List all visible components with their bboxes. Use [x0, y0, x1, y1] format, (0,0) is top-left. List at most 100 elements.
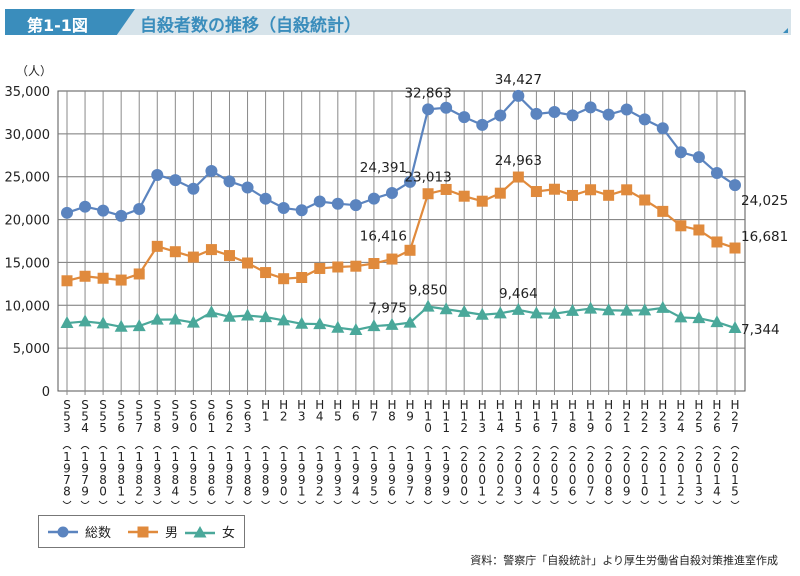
point-female: [259, 310, 273, 323]
point-female: [222, 309, 236, 322]
point-female: [204, 305, 218, 318]
point-total: [422, 103, 435, 116]
x-tick-era-char: 3: [478, 421, 486, 435]
data-label-female: 7,344: [741, 322, 780, 338]
point-female: [529, 306, 543, 319]
x-tick-paren-open: [152, 446, 162, 450]
x-tick-year-char: 1: [478, 485, 486, 499]
x-tick-paren-open: [459, 446, 469, 450]
x-tick-year-char: 2: [316, 485, 324, 499]
x-tick-era-char: 2: [641, 410, 649, 424]
x-tick-year-char: 2: [496, 485, 504, 499]
point-female: [349, 322, 363, 335]
x-tick-era-char: 2: [641, 421, 649, 435]
x-tick-paren-close: [243, 500, 252, 504]
x-tick-paren-open: [279, 446, 289, 450]
x-tick-year-char: 9: [208, 462, 216, 476]
point-total: [241, 181, 254, 194]
x-tick-year-char: 1: [641, 473, 649, 487]
x-tick-era-char: 2: [623, 410, 631, 424]
x-tick-year-char: 0: [569, 462, 577, 476]
point-female: [241, 308, 255, 321]
x-tick-paren-open: [604, 446, 614, 450]
point-total: [385, 186, 398, 199]
x-tick-paren-close: [351, 500, 361, 504]
x-tick-year-char: 2: [551, 450, 559, 464]
x-tick-year-char: 9: [153, 462, 161, 476]
point-female: [114, 319, 128, 332]
x-tick-era-char: 7: [551, 421, 559, 435]
x-tick-paren-close: [532, 500, 541, 504]
x-tick-year-char: 1: [280, 450, 288, 464]
x-tick-year-char: 8: [190, 473, 198, 487]
point-female: [674, 310, 688, 323]
x-tick-era-char: H: [315, 398, 324, 412]
x-tick-era-char: S: [63, 398, 71, 412]
x-tick-year-char: 9: [370, 473, 378, 487]
x-tick-year-char: 9: [262, 462, 270, 476]
x-tick-year-char: 9: [280, 462, 288, 476]
point-female: [385, 317, 399, 330]
x-tick-era-char: S: [135, 398, 143, 412]
x-tick-era-char: H: [604, 398, 613, 412]
x-tick-paren-open: [134, 446, 144, 450]
y-tick-label: 15,000: [5, 256, 51, 271]
x-tick-era-char: 5: [117, 410, 125, 424]
point-total: [349, 199, 362, 212]
point-total: [638, 113, 651, 126]
x-tick-paren-close: [640, 500, 650, 504]
x-tick-year-char: 0: [99, 485, 107, 499]
point-male: [368, 258, 380, 270]
x-tick-era-char: H: [424, 398, 433, 412]
point-female: [60, 316, 74, 329]
point-female: [150, 312, 164, 325]
point-female: [295, 316, 309, 329]
point-total: [674, 146, 687, 159]
x-tick-paren-close: [207, 500, 216, 504]
x-tick-era-char: 6: [352, 410, 360, 424]
x-tick-year-char: 0: [460, 462, 468, 476]
x-tick-year-char: 9: [298, 473, 306, 487]
point-male: [639, 194, 651, 206]
x-tick-era-char: S: [117, 398, 125, 412]
x-tick-paren-open: [694, 446, 704, 450]
x-tick-year-char: 5: [731, 485, 739, 499]
x-tick-era-char: H: [297, 398, 306, 412]
x-tick-year-char: 0: [478, 473, 486, 487]
point-male: [567, 189, 579, 201]
point-total: [548, 105, 561, 118]
x-tick-paren-close: [712, 500, 722, 504]
x-tick-year-char: 8: [208, 473, 216, 487]
x-tick-era-char: H: [351, 398, 360, 412]
point-female: [421, 299, 435, 312]
point-male: [621, 184, 633, 196]
x-tick-year-char: 2: [135, 485, 143, 499]
x-tick-year-char: 2: [623, 450, 631, 464]
x-tick-paren-open: [423, 446, 433, 450]
point-male: [205, 244, 217, 256]
x-tick-year-char: 0: [551, 462, 559, 476]
y-tick-label: 5,000: [13, 342, 50, 357]
x-tick-paren-open: [261, 446, 270, 450]
x-tick-paren-close: [261, 500, 270, 504]
x-tick-year-char: 9: [280, 473, 288, 487]
point-female: [367, 319, 381, 332]
x-tick-era-char: H: [442, 398, 451, 412]
x-tick-year-char: 2: [478, 450, 486, 464]
x-tick-era-char: 7: [731, 421, 739, 435]
x-tick-year-char: 9: [352, 462, 360, 476]
x-tick-year-char: 2: [659, 450, 667, 464]
x-tick-paren-open: [62, 446, 72, 450]
x-tick-paren-close: [405, 500, 415, 504]
x-tick-era-char: S: [81, 398, 89, 412]
x-tick-era-char: S: [190, 398, 198, 412]
x-tick-paren-close: [730, 500, 740, 504]
x-tick-era-char: 5: [135, 410, 143, 424]
x-tick-era-char: 1: [623, 421, 631, 435]
